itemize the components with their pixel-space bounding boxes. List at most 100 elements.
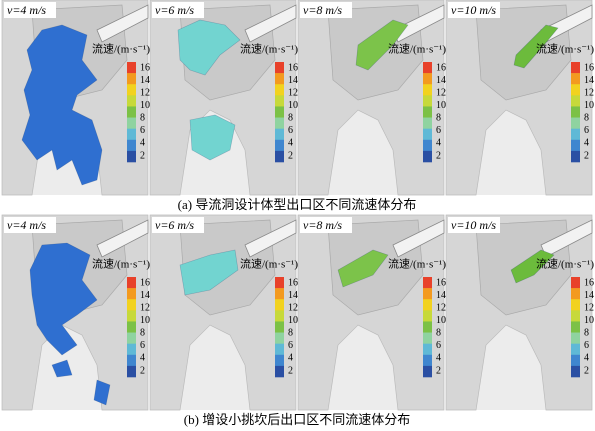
speed-label: v=4 m/s bbox=[7, 218, 46, 232]
colorbar-tick: 4 bbox=[140, 138, 145, 149]
colorbar-segment bbox=[571, 106, 580, 118]
colorbar-segment bbox=[423, 117, 432, 129]
colorbar-segment bbox=[127, 73, 136, 85]
colorbar-tick: 6 bbox=[436, 125, 441, 136]
flow-volume bbox=[21, 24, 103, 186]
colorbar-tick: 12 bbox=[584, 302, 594, 313]
colorbar-segment bbox=[423, 95, 432, 107]
colorbar-tick: 16 bbox=[140, 277, 150, 288]
pipe bbox=[392, 219, 445, 258]
colorbar-segment bbox=[127, 343, 136, 356]
flow-volume bbox=[510, 249, 555, 284]
colorbar-segment bbox=[127, 299, 136, 311]
colorbar-tick: 2 bbox=[140, 150, 145, 161]
label-bg bbox=[448, 2, 500, 18]
colorbar-tick: 14 bbox=[140, 290, 150, 301]
colorbar-segment bbox=[127, 277, 136, 289]
colorbar-segment bbox=[127, 288, 136, 300]
colorbar-tick: 10 bbox=[140, 315, 150, 326]
colorbar-segment bbox=[275, 62, 284, 74]
colorbar-segment bbox=[423, 139, 432, 152]
colorbar-segment bbox=[423, 106, 432, 118]
colorbar-tick: 10 bbox=[584, 315, 594, 326]
colorbar-title: 流速/(m·s⁻¹) bbox=[92, 257, 150, 271]
colorbar-segment bbox=[571, 310, 580, 322]
colorbar-tick: 16 bbox=[140, 62, 150, 73]
colorbar-segment bbox=[127, 150, 136, 163]
colorbar-segment bbox=[571, 277, 580, 289]
colorbar-tick: 4 bbox=[436, 353, 441, 364]
colorbar-segment bbox=[127, 332, 136, 344]
colorbar-tick: 2 bbox=[436, 150, 441, 161]
colorbar-tick: 10 bbox=[436, 315, 446, 326]
colorbar-tick: 16 bbox=[584, 277, 594, 288]
label-bg bbox=[4, 217, 56, 233]
colorbar-segment bbox=[127, 365, 136, 378]
colorbar-tick: 8 bbox=[140, 328, 145, 339]
colorbar-tick: 12 bbox=[436, 87, 446, 98]
colorbar-segment bbox=[571, 150, 580, 163]
label-bg bbox=[4, 2, 56, 18]
colorbar-tick: 10 bbox=[436, 100, 446, 111]
colorbar-segment bbox=[127, 310, 136, 322]
colorbar-segment bbox=[571, 62, 580, 74]
colorbar-segment bbox=[571, 354, 580, 367]
flow-volume bbox=[177, 19, 241, 161]
colorbar-segment bbox=[423, 343, 432, 356]
colorbar-tick: 4 bbox=[288, 353, 293, 364]
colorbar-segment bbox=[275, 332, 284, 344]
label-bg bbox=[300, 2, 352, 18]
colorbar-tick: 10 bbox=[140, 100, 150, 111]
colorbar-segment bbox=[423, 84, 432, 96]
label-bg bbox=[152, 2, 204, 18]
colorbar-tick: 2 bbox=[288, 150, 293, 161]
colorbar-segment bbox=[423, 321, 432, 333]
pipe bbox=[244, 219, 297, 258]
colorbar-segment bbox=[275, 365, 284, 378]
colorbar-segment bbox=[571, 365, 580, 378]
colorbar-segment bbox=[571, 139, 580, 152]
speed-label: v=8 m/s bbox=[303, 3, 342, 17]
colorbar-segment bbox=[275, 73, 284, 85]
colorbar-tick: 12 bbox=[584, 87, 594, 98]
colorbar-segment bbox=[423, 332, 432, 344]
colorbar-segment bbox=[571, 288, 580, 300]
colorbar-segment bbox=[423, 277, 432, 289]
colorbar-segment bbox=[423, 128, 432, 141]
flow-volume bbox=[355, 19, 409, 71]
colorbar-title: 流速/(m·s⁻¹) bbox=[388, 257, 446, 271]
colorbar-tick: 14 bbox=[436, 290, 446, 301]
caption: (b) 增设小挑坎后出口区不同流速体分布 bbox=[184, 412, 410, 427]
colorbar-segment bbox=[423, 73, 432, 85]
colorbar-title: 流速/(m·s⁻¹) bbox=[536, 257, 594, 271]
colorbar-segment bbox=[127, 95, 136, 107]
colorbar-tick: 4 bbox=[140, 353, 145, 364]
colorbar-segment bbox=[127, 354, 136, 367]
colorbar-tick: 6 bbox=[288, 125, 293, 136]
colorbar-tick: 12 bbox=[288, 302, 298, 313]
colorbar-segment bbox=[127, 128, 136, 141]
colorbar-tick: 16 bbox=[288, 62, 298, 73]
colorbar-tick: 10 bbox=[288, 100, 298, 111]
colorbar-title: 流速/(m·s⁻¹) bbox=[92, 42, 150, 56]
colorbar-segment bbox=[423, 288, 432, 300]
speed-label: v=6 m/s bbox=[155, 218, 194, 232]
colorbar-tick: 4 bbox=[584, 138, 589, 149]
colorbar-segment bbox=[275, 299, 284, 311]
colorbar-tick: 2 bbox=[288, 365, 293, 376]
pipe bbox=[244, 4, 297, 43]
colorbar-tick: 6 bbox=[584, 125, 589, 136]
colorbar-tick: 10 bbox=[584, 100, 594, 111]
label-bg bbox=[152, 217, 204, 233]
colorbar-tick: 12 bbox=[140, 87, 150, 98]
colorbar-title: 流速/(m·s⁻¹) bbox=[388, 42, 446, 56]
speed-label: v=8 m/s bbox=[303, 218, 342, 232]
colorbar-tick: 8 bbox=[584, 113, 589, 124]
colorbar-tick: 16 bbox=[436, 62, 446, 73]
colorbar-segment bbox=[127, 62, 136, 74]
